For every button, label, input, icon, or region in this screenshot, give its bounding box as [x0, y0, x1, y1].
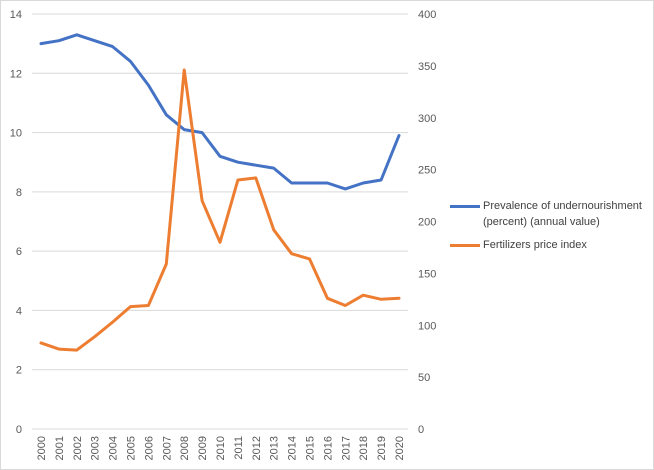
x-axis-tick-label: 2004 [108, 436, 120, 460]
x-axis-tick-label: 2010 [215, 436, 227, 460]
x-axis-tick-label: 2001 [54, 436, 66, 460]
series-line-undernourishment [39, 33, 401, 191]
right-axis-tick-label: 300 [418, 113, 436, 125]
x-axis-tick-label: 2019 [376, 436, 388, 460]
legend-label-fertilizers: Fertilizers price index [483, 239, 587, 251]
x-axis-tick-label: 2005 [125, 436, 137, 460]
x-axis-tick-label: 2009 [197, 436, 209, 460]
left-axis-tick-label: 12 [10, 68, 22, 80]
x-axis-tick-label: 2020 [394, 436, 406, 460]
series-line-fertilizers [39, 68, 401, 352]
legend-swatch-undernourishment [450, 205, 480, 208]
right-axis-tick-label: 0 [418, 424, 424, 436]
left-axis-tick-label: 2 [16, 365, 22, 377]
x-axis-tick-label: 2014 [287, 436, 299, 460]
x-axis-tick-label: 2007 [161, 436, 173, 460]
x-axis-tick-label: 2012 [251, 436, 263, 460]
x-axis-tick-label: 2013 [269, 436, 281, 460]
x-axis-tick-label: 2017 [340, 436, 352, 460]
x-axis-tick-label: 2006 [143, 436, 155, 460]
left-axis-ticks: 0 2 4 6 8 10 12 14 [10, 9, 22, 436]
legend-item-fertilizers[interactable]: Fertilizers price index [450, 237, 650, 253]
right-axis-tick-label: 100 [418, 320, 436, 332]
x-axis-tick-label: 2003 [90, 436, 102, 460]
x-axis-tick-label: 2011 [233, 436, 245, 460]
x-axis-tick-label: 2008 [179, 436, 191, 460]
x-axis-tick-label: 2000 [36, 436, 48, 460]
left-axis-tick-label: 0 [16, 424, 22, 436]
x-axis-tick-label: 2002 [72, 436, 84, 460]
x-axis-ticks: 2000 2001 2002 2003 2004 2005 2006 2007 2008 2009… [36, 436, 406, 460]
right-axis-tick-label: 250 [418, 165, 436, 177]
right-axis-tick-label: 350 [418, 61, 436, 73]
legend-label-line-2: (percent) (annual value) [483, 216, 600, 228]
series-lines [39, 33, 401, 352]
x-axis-tick-label: 2016 [322, 436, 334, 460]
legend-swatch-fertilizers [450, 244, 480, 247]
left-axis-tick-label: 4 [16, 305, 22, 317]
right-axis-tick-label: 150 [418, 268, 436, 280]
x-axis-tick-label: 2015 [305, 436, 317, 460]
legend-item-undernourishment[interactable]: Prevalence of undernourishment (percent)… [450, 198, 650, 230]
right-axis-tick-label: 200 [418, 217, 436, 229]
right-axis-ticks: 0 50 100 150 200 250 300 350 400 [418, 9, 436, 436]
left-axis-tick-label: 10 [10, 128, 22, 140]
left-axis-tick-label: 8 [16, 187, 22, 199]
legend-label-line-1: Prevalence of undernourishment [483, 200, 642, 212]
left-axis-tick-label: 6 [16, 246, 22, 258]
legend: Prevalence of undernourishment (percent)… [450, 198, 650, 260]
gridlines [32, 13, 408, 430]
x-axis-tick-label: 2018 [358, 436, 370, 460]
right-axis-tick-label: 400 [418, 9, 436, 21]
left-axis-tick-label: 14 [10, 9, 22, 21]
right-axis-tick-label: 50 [418, 372, 430, 384]
